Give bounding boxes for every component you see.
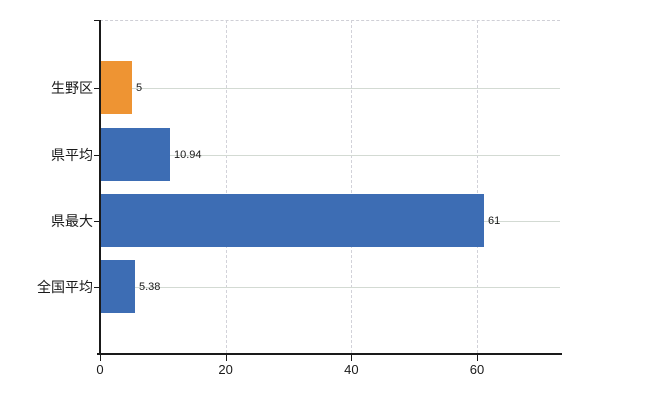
category-label: 生野区 xyxy=(51,80,93,96)
bar-1[interactable] xyxy=(101,128,170,181)
vertical-gridline xyxy=(477,20,478,353)
x-axis-tick-label: 40 xyxy=(344,362,359,377)
vertical-gridline xyxy=(351,20,353,353)
plot-area-top-border xyxy=(100,20,560,21)
x-axis-tick xyxy=(351,355,353,361)
x-axis-tick-label: 20 xyxy=(218,362,233,377)
x-axis-tick xyxy=(100,355,101,361)
bar-value-label: 5.38 xyxy=(139,281,161,293)
x-axis-tick-label: 0 xyxy=(96,362,104,377)
category-label: 県平均 xyxy=(51,147,93,163)
x-axis-tick xyxy=(477,355,478,361)
y-axis-line xyxy=(99,20,101,353)
bar-3[interactable] xyxy=(101,260,135,313)
horizontal-gridline xyxy=(101,155,560,156)
bar-2[interactable] xyxy=(101,194,484,247)
y-axis-tick xyxy=(94,155,100,156)
category-label: 全国平均 xyxy=(37,279,93,295)
category-label: 県最大 xyxy=(51,213,93,229)
x-axis-line xyxy=(97,353,562,355)
bar-value-label: 10.94 xyxy=(174,149,202,161)
y-axis-tick xyxy=(94,287,100,288)
bar-0[interactable] xyxy=(101,61,132,114)
y-axis-top-tick xyxy=(94,20,100,21)
horizontal-gridline xyxy=(101,88,560,89)
y-axis-tick xyxy=(94,221,100,222)
y-axis-tick xyxy=(94,88,100,89)
x-axis-tick xyxy=(225,355,227,361)
bar-value-label: 61 xyxy=(488,215,501,227)
x-axis-tick-label: 60 xyxy=(469,362,485,377)
bar-value-label: 5 xyxy=(136,82,143,94)
vertical-gridline xyxy=(225,20,227,353)
horizontal-gridline xyxy=(101,287,560,288)
